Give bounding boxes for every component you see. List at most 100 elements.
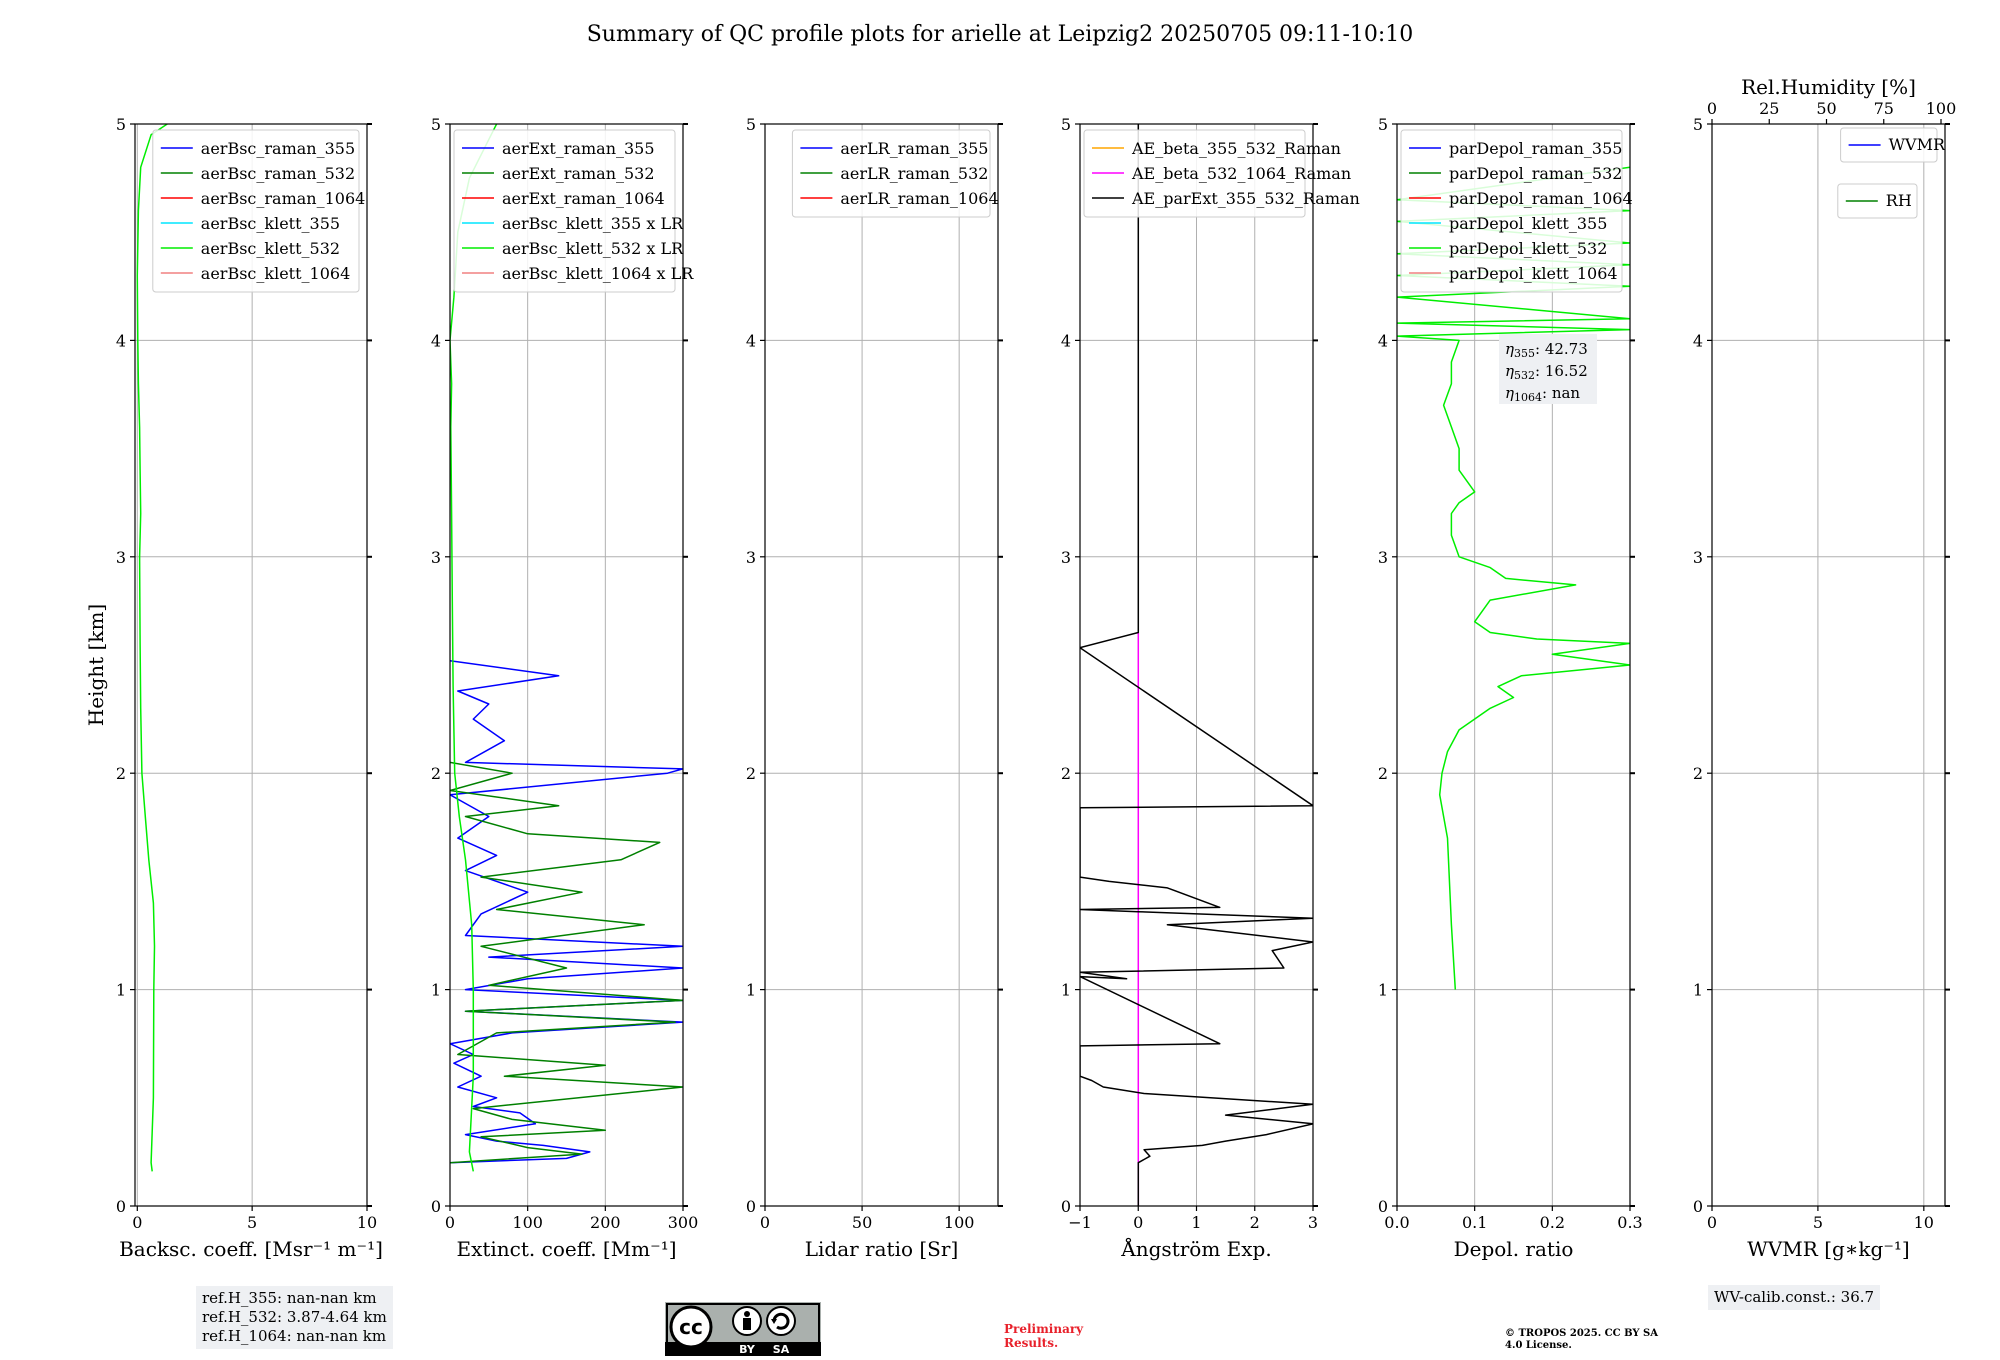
plot-frame (764, 123, 999, 1207)
ref-height-532: ref.H_532: 3.87-4.64 km (202, 1308, 387, 1326)
x-tick-label: 2 (1250, 1213, 1260, 1232)
top-x-axis-label: Rel.Humidity [%] (1741, 75, 1916, 99)
x-tick-label: 0 (1707, 1213, 1717, 1232)
legend-label: aerBsc_raman_355 (201, 139, 355, 158)
legend-label: parDepol_klett_1064 (1449, 264, 1618, 283)
legend-label: aerBsc_klett_1064 x LR (502, 264, 694, 283)
y-tick-label: 4 (1693, 331, 1703, 350)
y-tick-label: 0 (431, 1197, 441, 1216)
top-x-tick-label: 0 (1707, 99, 1717, 118)
y-tick-label: 4 (431, 331, 441, 350)
x-tick-label: 3 (1308, 1213, 1318, 1232)
top-x-tick-label: 50 (1816, 99, 1836, 118)
legend-label: parDepol_klett_532 (1449, 239, 1607, 258)
y-tick-label: 5 (1378, 115, 1388, 134)
eta-note: η532: 16.52 (1505, 362, 1588, 382)
legend-label: aerBsc_klett_355 (201, 214, 340, 233)
x-tick-label: 10 (1914, 1213, 1934, 1232)
series-line-aerBsc_klett_532 (136, 124, 168, 1172)
legend-label: RH (1886, 191, 1912, 210)
legend-label: aerLR_raman_532 (840, 164, 988, 183)
top-x-tick-label: 75 (1874, 99, 1894, 118)
legend-label: aerBsc_klett_355 x LR (502, 214, 684, 233)
x-tick-label: −1 (1068, 1213, 1092, 1232)
y-tick-label: 0 (746, 1197, 756, 1216)
legend: RH (1837, 183, 1918, 219)
svg-text:cc: cc (679, 1315, 703, 1339)
x-tick-label: 1 (1191, 1213, 1201, 1232)
legend-label: aerBsc_raman_1064 (201, 189, 366, 208)
figure-title: Summary of QC profile plots for arielle … (586, 22, 1414, 47)
plot-frame (134, 123, 368, 1207)
y-tick-label: 5 (1693, 115, 1703, 134)
top-x-tick-label: 100 (1926, 99, 1957, 118)
legend-label: aerBsc_raman_532 (201, 164, 355, 183)
ref-height-355: ref.H_355: nan-nan km (202, 1289, 377, 1307)
badge-by-label: BY (739, 1343, 756, 1356)
legend-label: aerLR_raman_1064 (840, 189, 998, 208)
y-tick-label: 0 (1378, 1197, 1388, 1216)
panel-extinction: 0 100 200 300 0 1 2 3 4 5 Extinct. coeff. [Mm⁻¹] ae… (431, 115, 698, 1261)
legend-label: aerLR_raman_355 (840, 139, 988, 158)
legend: WVMR (1840, 127, 1946, 163)
x-axis-label: Extinct. coeff. [Mm⁻¹] (456, 1237, 676, 1261)
y-tick-label: 2 (746, 764, 756, 783)
y-tick-label: 2 (116, 764, 126, 783)
x-axis-label: Backsc. coeff. [Msr⁻¹ m⁻¹] (119, 1237, 383, 1261)
y-tick-label: 0 (1693, 1197, 1703, 1216)
legend-label: AE_parExt_355_532_Raman (1131, 189, 1360, 208)
y-tick-label: 2 (1061, 764, 1071, 783)
y-tick-label: 2 (1378, 764, 1388, 783)
x-tick-label: 5 (1813, 1213, 1823, 1232)
top-x-tick-label: 25 (1759, 99, 1779, 118)
badge-sa-label: SA (773, 1343, 790, 1356)
y-tick-label: 3 (1061, 548, 1071, 567)
series-line-aerExt_raman_355 (450, 659, 683, 1164)
y-tick-label: 1 (1378, 981, 1388, 1000)
y-tick-label: 4 (746, 331, 756, 350)
y-tick-label: 1 (116, 981, 126, 1000)
legend: parDepol_raman_355 parDepol_raman_532 parD… (1400, 129, 1633, 293)
legend-label: parDepol_klett_355 (1449, 214, 1607, 233)
x-tick-label: 0 (445, 1213, 455, 1232)
series-group (1080, 124, 1313, 1206)
x-tick-label: 5 (247, 1213, 257, 1232)
y-tick-label: 1 (1693, 981, 1703, 1000)
y-tick-label: 4 (1378, 331, 1388, 350)
x-tick-label: 50 (852, 1213, 872, 1232)
ref-height-1064: ref.H_1064: nan-nan km (202, 1327, 387, 1345)
legend-label: aerExt_raman_532 (502, 164, 655, 183)
cc-by-sa-icon: cc BY SA (665, 1302, 821, 1356)
x-tick-label: 200 (590, 1213, 621, 1232)
legend-label: aerBsc_klett_532 x LR (502, 239, 684, 258)
reference-heights-box: ref.H_355: nan-nan km ref.H_532: 3.87-4.… (196, 1286, 393, 1349)
x-tick-label: 0 (1133, 1213, 1143, 1232)
y-tick-label: 5 (1061, 115, 1071, 134)
panel-depol: 0.0 0.1 0.2 0.3 0 1 2 3 4 5 Depol. ratio parDepol_r… (1378, 115, 1643, 1261)
legend-label: aerBsc_klett_532 (201, 239, 340, 258)
y-tick-label: 1 (746, 981, 756, 1000)
y-tick-label: 2 (1693, 764, 1703, 783)
plot-frame (1711, 123, 1946, 1207)
legend-label: AE_beta_355_532_Raman (1131, 139, 1341, 158)
y-tick-label: 4 (116, 331, 126, 350)
legend: aerExt_raman_355 aerExt_raman_532 aerExt_r… (453, 129, 694, 293)
legend-label: parDepol_raman_1064 (1449, 189, 1633, 208)
legend-label: AE_beta_532_1064_Raman (1131, 164, 1351, 183)
legend: aerLR_raman_355 aerLR_raman_532 aerLR_rama… (791, 129, 999, 218)
y-tick-label: 0 (1061, 1197, 1071, 1216)
y-tick-label: 5 (431, 115, 441, 134)
x-tick-label: 0.0 (1384, 1213, 1409, 1232)
series-line-aerExt_raman_532 (450, 761, 683, 1164)
legend-label: aerExt_raman_355 (502, 139, 655, 158)
legend-label: parDepol_raman_532 (1449, 164, 1622, 183)
preliminary-results-note: Preliminary Results. (1004, 1322, 1084, 1350)
y-tick-label: 2 (431, 764, 441, 783)
x-axis-label: WVMR [g∗kg⁻¹] (1747, 1237, 1909, 1261)
x-axis-label: Depol. ratio (1454, 1237, 1574, 1261)
legend-label: aerExt_raman_1064 (502, 189, 665, 208)
